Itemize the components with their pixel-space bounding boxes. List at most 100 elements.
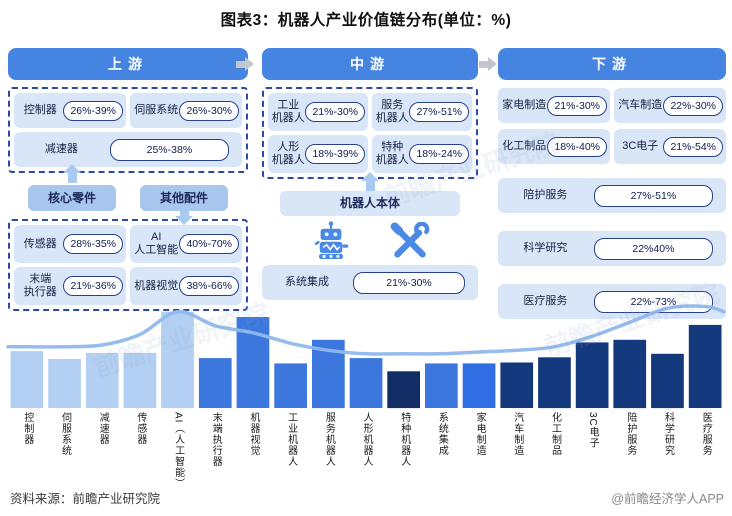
- system-integration-row: 系统集成 21%-30%: [262, 265, 478, 300]
- component-cell: 家电制造 21%-30%: [498, 88, 610, 123]
- arrow-robot-body-up-icon: [361, 172, 379, 191]
- bar: [613, 339, 647, 409]
- component-cell: AI 人工智能 40%-70%: [130, 225, 242, 263]
- component-label: 科学研究: [523, 242, 568, 255]
- component-label: 末端 执行器: [23, 273, 57, 298]
- bar-label: 工业机器人: [285, 412, 297, 467]
- source-note: 资料来源：前瞻产业研究院: [10, 492, 161, 506]
- bar-label: 化工制品: [549, 412, 561, 456]
- component-cell: 工业 机器人 21%-30%: [268, 93, 368, 131]
- value-range-pill: 18%-39%: [305, 144, 365, 164]
- arrow-upstream-to-midstream-icon: [236, 57, 254, 71]
- bar: [123, 352, 157, 408]
- core-parts-label: 核心零件: [28, 185, 116, 211]
- upstream-section: 上游 控制器 26%-39% 伺服系统 26%-30% 减速器 25%-38% 核心零件 …: [8, 48, 248, 311]
- downstream-header: 下游: [498, 48, 726, 80]
- bar-label: 传感器: [134, 412, 146, 445]
- bar: [10, 351, 44, 408]
- component-cell: 系统集成 21%-30%: [262, 265, 478, 300]
- bar-label: 科学研究: [662, 412, 674, 456]
- robot-icon: [314, 221, 349, 259]
- bar-label: 3C电子: [587, 412, 599, 449]
- bar: [349, 358, 383, 408]
- bar: [500, 362, 534, 408]
- cell-row: 化工制品 18%-40% 3C电子 21%-54%: [498, 129, 726, 164]
- cell-row: 减速器 25%-38%: [14, 132, 242, 167]
- bar-label: AI（人工智能）: [172, 412, 184, 490]
- value-range-pill: 21%-30%: [305, 102, 365, 122]
- component-cell: 减速器 25%-38%: [14, 132, 242, 167]
- bar-label: 特种机器人: [398, 412, 410, 467]
- component-cell: 机器视觉 38%-66%: [130, 267, 242, 305]
- value-range-pill: 22%-30%: [663, 95, 723, 116]
- bar: [462, 363, 496, 408]
- bar: [274, 363, 307, 408]
- bar: [198, 358, 232, 408]
- bar-label: 系统集成: [436, 412, 448, 456]
- arrow-midstream-to-downstream-icon: [479, 57, 497, 71]
- component-label: 伺服系统: [134, 104, 179, 117]
- value-range-pill: 25%-38%: [109, 138, 229, 161]
- bar-label: 人形机器人: [361, 412, 373, 467]
- bar: [161, 311, 194, 409]
- value-range-pill: 21%-54%: [663, 136, 723, 157]
- bar-label: 控制器: [21, 412, 33, 445]
- component-label: 家电制造: [502, 99, 547, 112]
- bar-label: 汽车制造: [511, 412, 523, 456]
- component-label: 陪护服务: [523, 189, 568, 202]
- arrow-other-parts-down-icon: [175, 206, 193, 225]
- chart-x-labels: 控制器 伺服系统 减速器 传感器 AI（人工智能） 末端执行器 机器视觉 工业机器人 服务机器人…: [8, 412, 724, 492]
- value-range-pill: 28%-35%: [63, 234, 123, 254]
- bar: [425, 363, 458, 408]
- page-title: 图表3：机器人产业价值链分布(单位：%): [220, 12, 512, 29]
- upstream-subheaders: 核心零件 其他配件: [8, 185, 248, 211]
- component-cell: 科学研究 22%40%: [498, 231, 726, 266]
- cell-row: 传感器 28%-35% AI 人工智能 40%-70%: [14, 225, 242, 263]
- tools-icon: [390, 222, 430, 258]
- component-cell: 末端 执行器 21%-36%: [14, 267, 126, 305]
- component-cell: 传感器 28%-35%: [14, 225, 126, 263]
- cell-row: 工业 机器人 21%-30% 服务 机器人 27%-51%: [268, 93, 472, 131]
- component-cell: 人形 机器人 18%-39%: [268, 135, 368, 173]
- component-cell: 陪护服务 27%-51%: [498, 178, 726, 213]
- cell-row: 科学研究 22%40%: [498, 217, 726, 266]
- bar-label: 末端执行器: [210, 412, 222, 467]
- component-label: 特种 机器人: [375, 141, 409, 166]
- value-distribution-chart: [6, 304, 726, 409]
- bar: [48, 359, 81, 408]
- value-range-pill: 18%-24%: [409, 144, 469, 164]
- midstream-robots-box: 工业 机器人 21%-30% 服务 机器人 27%-51% 人形 机器人 18%-39% 特…: [262, 87, 478, 179]
- value-range-pill: 18%-40%: [547, 136, 607, 157]
- bar: [651, 353, 684, 409]
- midstream-icons: [262, 221, 478, 259]
- component-cell: 化工制品 18%-40%: [498, 129, 610, 164]
- bar-label: 伺服系统: [59, 412, 71, 456]
- value-range-pill: 22%40%: [593, 237, 713, 260]
- value-range-pill: 21%-36%: [63, 276, 123, 296]
- cell-row: 控制器 26%-39% 伺服系统 26%-30%: [14, 93, 242, 128]
- value-range-pill: 26%-39%: [63, 100, 123, 121]
- value-range-pill: 27%-51%: [409, 102, 469, 122]
- bar-label: 服务机器人: [323, 412, 335, 467]
- bar: [575, 342, 609, 408]
- arrow-core-parts-up-icon: [63, 164, 81, 183]
- upstream-core-box: 控制器 26%-39% 伺服系统 26%-30% 减速器 25%-38%: [8, 87, 248, 173]
- bar-label: 减速器: [97, 412, 109, 445]
- component-label: 控制器: [23, 104, 57, 117]
- bar: [387, 371, 420, 409]
- cell-row: 末端 执行器 21%-36% 机器视觉 38%-66%: [14, 267, 242, 305]
- value-range-pill: 38%-66%: [179, 276, 239, 296]
- bar-label: 陪护服务: [624, 412, 636, 456]
- component-label: 人形 机器人: [271, 141, 305, 166]
- cell-row: 系统集成 21%-30%: [262, 265, 478, 300]
- value-range-pill: 26%-30%: [179, 100, 239, 121]
- component-label: 服务 机器人: [375, 99, 409, 124]
- component-label: 工业 机器人: [271, 99, 305, 124]
- value-range-pill: 21%-30%: [353, 271, 465, 294]
- component-cell: 3C电子 21%-54%: [614, 129, 726, 164]
- component-cell: 控制器 26%-39%: [14, 93, 126, 128]
- value-range-pill: 27%-51%: [593, 184, 713, 207]
- component-label: 医疗服务: [523, 295, 568, 308]
- downstream-services: 陪护服务 27%-51% 科学研究 22%40% 医疗服务 22%-73%: [498, 164, 726, 319]
